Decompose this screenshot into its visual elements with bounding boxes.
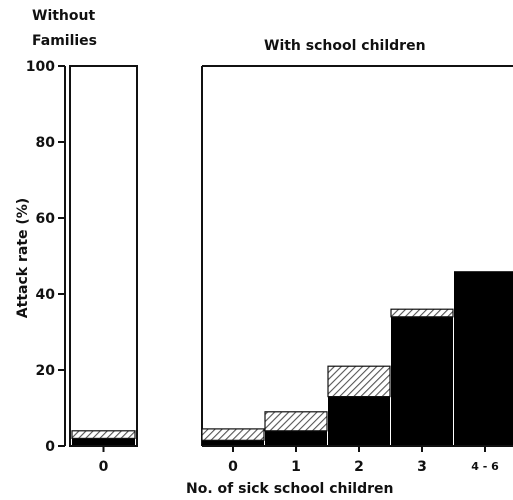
- bar-solid: [328, 396, 390, 446]
- x-axis-title: No. of sick school children: [186, 481, 393, 497]
- bar-solid: [202, 440, 264, 446]
- y-tick-label: 0: [45, 439, 55, 455]
- y-ticks: 0 20 40 60 80 100: [26, 59, 65, 455]
- bar-hatched: [264, 411, 328, 432]
- right-panel-title: With school children: [264, 38, 426, 54]
- x-tick-label: 0: [228, 459, 238, 475]
- x-tick-label: 0: [99, 459, 109, 475]
- y-tick-label: 20: [36, 363, 56, 379]
- left-panel-title-line-1: Without: [32, 8, 95, 24]
- x-tick-label: 1: [291, 459, 301, 475]
- left-panel-x-ticks: 0: [99, 446, 109, 475]
- right-panel-x-ticks: 0 1 2 3 4 - 6: [228, 446, 499, 475]
- bar-solid: [391, 316, 453, 446]
- bar-hatched: [390, 308, 454, 318]
- bar-solid: [72, 438, 135, 446]
- x-tick-label: 2: [354, 459, 364, 475]
- x-tick-label: 3: [417, 459, 427, 475]
- left-panel-frame: [69, 65, 138, 447]
- left-panel-bars: [71, 430, 136, 446]
- bar-hatched: [327, 365, 391, 398]
- bar-hatched: [71, 430, 136, 439]
- bar-hatched: [201, 428, 265, 441]
- y-tick-label: 40: [36, 287, 56, 303]
- y-tick-label: 60: [36, 211, 56, 227]
- left-panel-title-line-2: Families: [32, 33, 97, 49]
- x-tick-label: 4 - 6: [471, 460, 499, 473]
- y-tick-label: 100: [26, 59, 55, 75]
- bar-solid: [454, 271, 513, 446]
- right-panel-bars: [201, 271, 513, 446]
- bar-solid: [265, 430, 327, 446]
- y-axis-title: Attack rate (%): [15, 198, 31, 318]
- y-tick-label: 80: [36, 135, 56, 151]
